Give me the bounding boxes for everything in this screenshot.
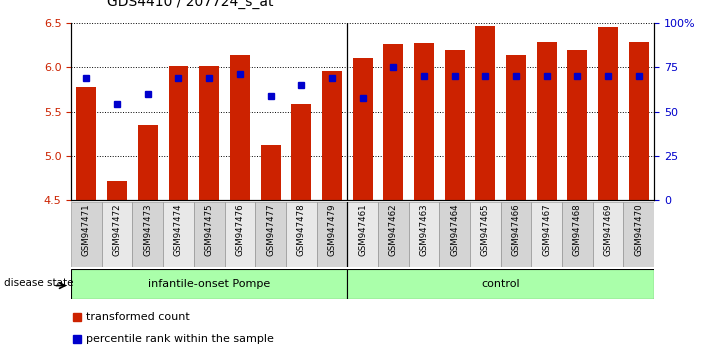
Bar [316,202,347,267]
Bar [260,145,281,200]
Text: GSM947467: GSM947467 [542,204,551,256]
Bar [107,181,127,200]
Bar [531,202,562,267]
Bar [102,202,132,267]
Text: GSM947462: GSM947462 [389,204,397,256]
Text: percentile rank within the sample: percentile rank within the sample [86,334,274,344]
Bar [624,202,654,267]
Text: disease state: disease state [4,278,74,287]
Bar [537,42,557,200]
Bar [562,202,593,267]
Bar [506,55,526,200]
Text: GSM947471: GSM947471 [82,204,91,256]
Bar [347,269,654,299]
Bar [598,27,618,200]
Bar [409,202,439,267]
Text: GSM947475: GSM947475 [205,204,214,256]
Bar [322,71,342,200]
Bar [132,202,163,267]
Bar [378,202,409,267]
Text: GSM947468: GSM947468 [573,204,582,256]
Bar [292,104,311,200]
Text: GSM947463: GSM947463 [419,204,429,256]
Text: GSM947473: GSM947473 [144,204,152,256]
Bar [71,202,102,267]
Bar [383,44,403,200]
Bar [71,269,347,299]
Text: GSM947479: GSM947479 [328,204,336,256]
Text: GSM947461: GSM947461 [358,204,367,256]
Bar [470,202,501,267]
Text: GSM947478: GSM947478 [296,204,306,256]
Text: control: control [481,279,520,289]
Bar [476,26,496,200]
Text: GSM947470: GSM947470 [634,204,643,256]
Bar [138,125,158,200]
Text: GSM947477: GSM947477 [266,204,275,256]
Text: infantile-onset Pompe: infantile-onset Pompe [148,279,270,289]
Text: GDS4410 / 207724_s_at: GDS4410 / 207724_s_at [107,0,273,9]
Bar [439,202,470,267]
Bar [163,202,194,267]
Bar [225,202,255,267]
Bar [230,55,250,200]
Bar [567,50,587,200]
Text: GSM947465: GSM947465 [481,204,490,256]
Bar [77,87,97,200]
Bar [414,44,434,200]
Bar [169,67,188,200]
Bar [286,202,316,267]
Bar [501,202,531,267]
Bar [593,202,624,267]
Bar [347,202,378,267]
Bar [353,58,373,200]
Text: GSM947469: GSM947469 [604,204,613,256]
Bar [255,202,286,267]
Bar [199,67,219,200]
Text: transformed count: transformed count [86,312,189,322]
Text: GSM947474: GSM947474 [174,204,183,256]
Bar [444,50,465,200]
Text: GSM947472: GSM947472 [112,204,122,256]
Text: GSM947464: GSM947464 [450,204,459,256]
Text: GSM947476: GSM947476 [235,204,245,256]
Bar [194,202,225,267]
Text: GSM947466: GSM947466 [511,204,520,256]
Bar [629,42,648,200]
